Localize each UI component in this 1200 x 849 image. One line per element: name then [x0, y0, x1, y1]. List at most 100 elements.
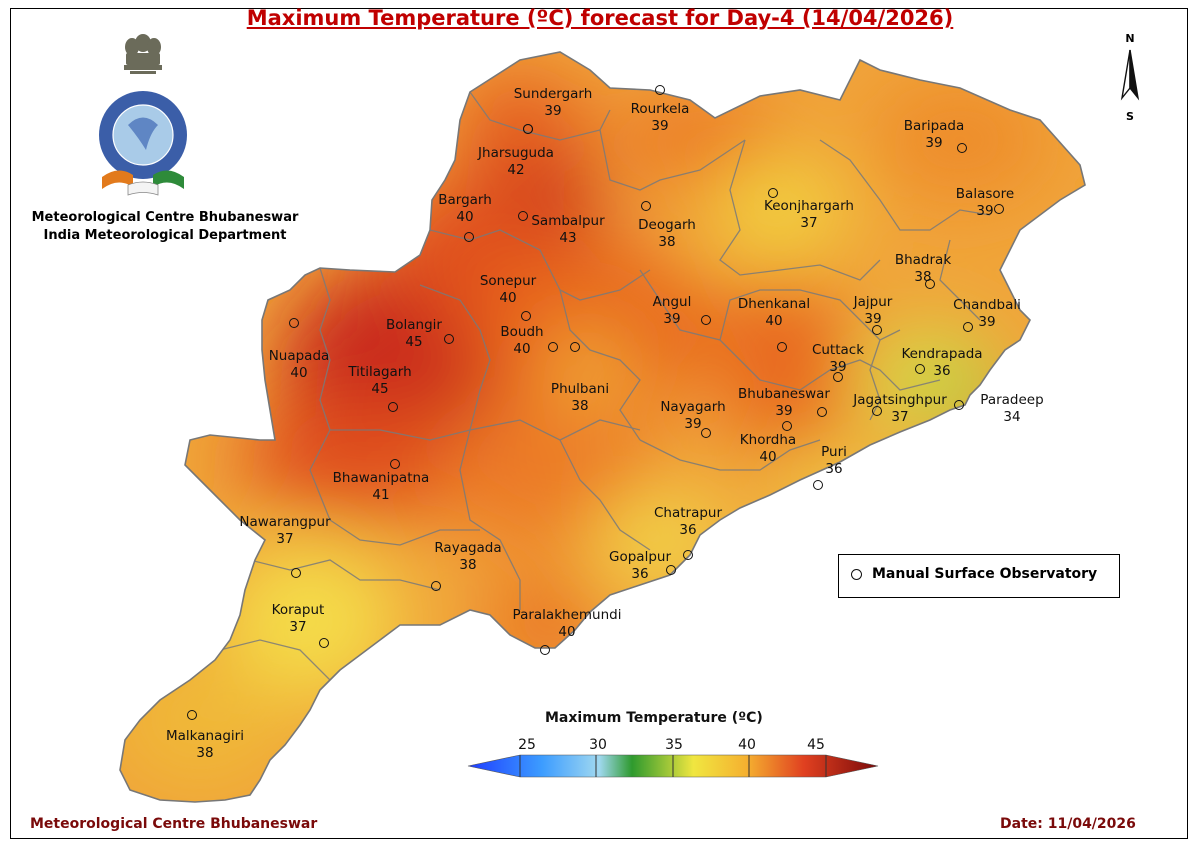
station-temperature: 39 — [925, 135, 943, 151]
station-temperature: 39 — [684, 416, 702, 432]
station-label: Bhubaneswar 39 — [738, 386, 830, 420]
station-temperature: 36 — [933, 363, 951, 379]
station-marker-icon[interactable] — [957, 143, 967, 153]
imd-logo-icon — [99, 34, 187, 196]
station-label: Khordha 40 — [740, 432, 796, 466]
station-name: Chandbali — [953, 297, 1021, 313]
station-name: Baripada — [903, 118, 965, 134]
station-label: Phulbani 38 — [551, 381, 609, 415]
station-temperature: 38 — [914, 269, 932, 285]
station-marker-icon[interactable] — [570, 342, 580, 352]
station-temperature: 39 — [829, 359, 847, 375]
station-temperature: 40 — [290, 365, 308, 381]
station-marker-icon[interactable] — [701, 428, 711, 438]
station-temperature: 39 — [544, 103, 562, 119]
colorbar-tick: 30 — [589, 737, 607, 753]
map-frame — [10, 8, 1188, 839]
station-marker-icon[interactable] — [683, 550, 693, 560]
station-marker-icon[interactable] — [777, 342, 787, 352]
station-marker-icon[interactable] — [872, 325, 882, 335]
station-label: Jagatsinghpur 37 — [853, 392, 947, 426]
station-label: Malkanagiri 38 — [166, 728, 244, 762]
legend-label: Manual Surface Observatory — [872, 566, 1098, 582]
station-temperature: 38 — [658, 234, 676, 250]
footer-organization: Meteorological Centre Bhubaneswar — [30, 816, 318, 832]
station-marker-icon[interactable] — [291, 568, 301, 578]
station-marker-icon[interactable] — [521, 311, 531, 321]
station-marker-icon[interactable] — [833, 372, 843, 382]
station-temperature: 39 — [663, 311, 681, 327]
station-label: Cuttack 39 — [812, 342, 864, 376]
station-name: Nuapada — [268, 348, 330, 364]
station-marker-icon[interactable] — [523, 124, 533, 134]
station-label: Baripada 39 — [904, 118, 965, 152]
station-marker-icon[interactable] — [388, 402, 398, 412]
station-temperature: 37 — [891, 409, 909, 425]
station-marker-icon[interactable] — [701, 315, 711, 325]
station-temperature: 34 — [1003, 409, 1021, 425]
station-name: Angul — [652, 294, 692, 310]
station-name: Dhenkanal — [737, 296, 811, 312]
station-label: Nuapada 40 — [269, 348, 330, 382]
station-marker-icon[interactable] — [817, 407, 827, 417]
station-name: Puri — [821, 444, 847, 460]
map-title: Maximum Temperature (ºC) forecast for Da… — [246, 6, 954, 30]
station-name: Kendrapada — [901, 346, 983, 362]
station-marker-icon[interactable] — [768, 188, 778, 198]
station-temperature: 39 — [864, 311, 882, 327]
station-name: Malkanagiri — [166, 728, 244, 744]
station-marker-icon[interactable] — [782, 421, 792, 431]
station-marker-icon[interactable] — [319, 638, 329, 648]
station-label: Chatrapur 36 — [654, 505, 722, 539]
station-label: Gopalpur 36 — [609, 549, 671, 583]
station-name: Bhadrak — [894, 252, 952, 268]
station-marker-icon[interactable] — [655, 85, 665, 95]
station-marker-icon[interactable] — [390, 459, 400, 469]
station-marker-icon[interactable] — [187, 710, 197, 720]
station-temperature: 45 — [371, 381, 389, 397]
station-temperature: 40 — [499, 290, 517, 306]
station-name: Jagatsinghpur — [853, 392, 947, 408]
station-label: Koraput 37 — [272, 602, 325, 636]
observatory-circle-icon — [851, 569, 862, 580]
station-label: Bhadrak 38 — [895, 252, 951, 286]
station-name: Koraput — [271, 602, 325, 618]
station-temperature: 38 — [571, 398, 589, 414]
legend-box: Manual Surface Observatory — [838, 554, 1120, 598]
station-marker-icon[interactable] — [464, 232, 474, 242]
station-marker-icon[interactable] — [289, 318, 299, 328]
station-name: Nayagarh — [660, 399, 726, 415]
station-marker-icon[interactable] — [444, 334, 454, 344]
compass-south-label: S — [1126, 110, 1134, 123]
station-temperature: 39 — [976, 203, 994, 219]
station-marker-icon[interactable] — [994, 204, 1004, 214]
station-label: Jajpur 39 — [854, 294, 893, 328]
station-marker-icon[interactable] — [540, 645, 550, 655]
station-marker-icon[interactable] — [431, 581, 441, 591]
station-label: Bargarh 40 — [438, 192, 492, 226]
station-label: Puri 36 — [821, 444, 847, 478]
station-marker-icon[interactable] — [813, 480, 823, 490]
station-temperature: 39 — [978, 314, 996, 330]
station-label: Sundergarh 39 — [514, 86, 593, 120]
station-marker-icon[interactable] — [666, 565, 676, 575]
station-marker-icon[interactable] — [963, 322, 973, 332]
station-label: Chandbali 39 — [953, 297, 1021, 331]
colorbar-tick: 45 — [807, 737, 825, 753]
station-marker-icon[interactable] — [872, 406, 882, 416]
station-label: Balasore 39 — [956, 186, 1014, 220]
station-marker-icon[interactable] — [915, 364, 925, 374]
station-name: Sambalpur — [531, 213, 605, 229]
station-label: Kendrapada 36 — [901, 346, 982, 380]
station-marker-icon[interactable] — [548, 342, 558, 352]
station-marker-icon[interactable] — [641, 201, 651, 211]
station-name: Khordha — [739, 432, 797, 448]
station-marker-icon[interactable] — [518, 211, 528, 221]
station-name: Sonepur — [479, 273, 537, 289]
station-name: Bhawanipatna — [332, 470, 430, 486]
station-marker-icon[interactable] — [954, 400, 964, 410]
station-name: Chatrapur — [653, 505, 723, 521]
station-label: Rourkela 39 — [631, 101, 690, 135]
station-label: Nawarangpur 37 — [239, 514, 330, 548]
station-marker-icon[interactable] — [925, 279, 935, 289]
